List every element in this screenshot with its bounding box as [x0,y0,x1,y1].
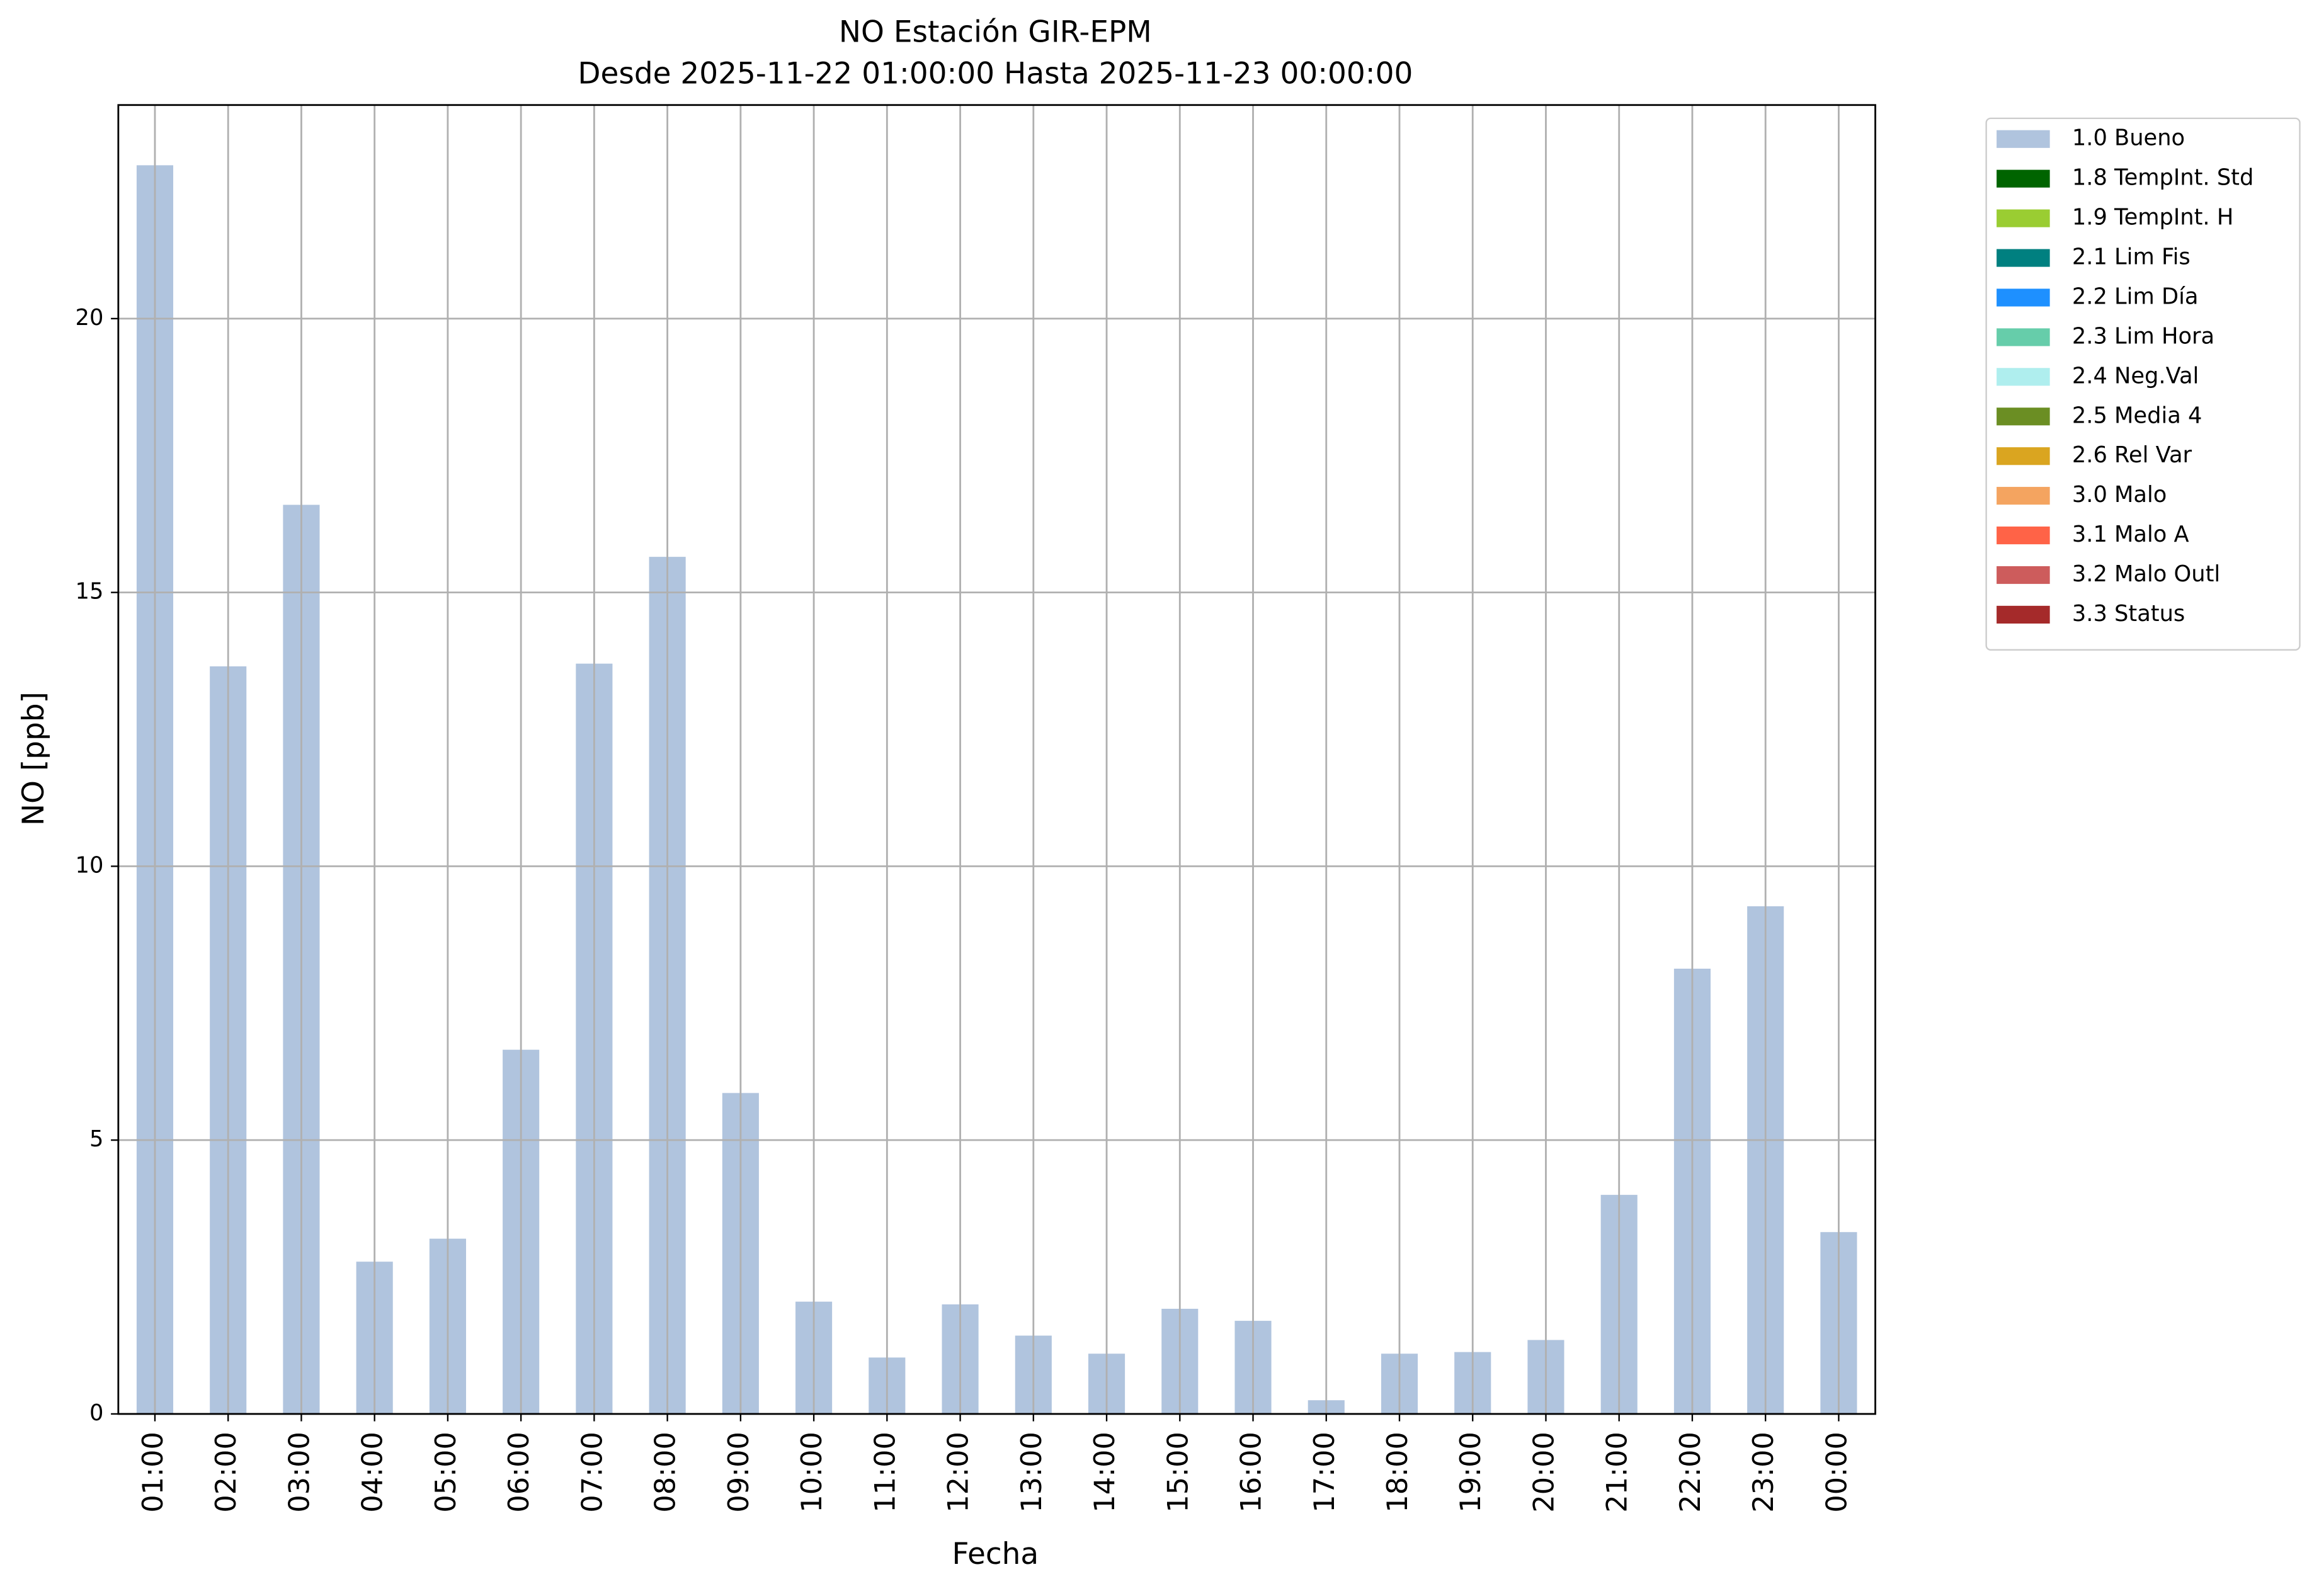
y-tick-label: 5 [89,1126,103,1152]
x-tick-label: 18:00 [1381,1432,1414,1513]
x-tick-label: 20:00 [1527,1432,1560,1513]
y-tick-label: 20 [76,305,104,331]
x-tick-label: 16:00 [1235,1432,1268,1513]
x-tick-label: 13:00 [1015,1432,1048,1513]
x-axis-label: Fecha [952,1537,1039,1571]
x-tick-label: 00:00 [1820,1432,1853,1513]
legend-label: 1.0 Bueno [2072,125,2185,151]
plot-frame [117,104,1876,1415]
legend-box [1985,117,2301,651]
x-tick-label: 14:00 [1088,1432,1121,1513]
y-tick-label: 10 [76,852,104,878]
x-tick-label: 19:00 [1454,1432,1487,1513]
legend-label: 2.3 Lim Hora [2072,323,2214,349]
legend-swatch [1997,169,2050,188]
legend-swatch [1997,408,2050,426]
x-tick-label: 06:00 [503,1432,535,1513]
legend-swatch [1997,526,2050,545]
legend-swatch [1997,368,2050,386]
x-tick-label: 02:00 [210,1432,242,1513]
legend-swatch [1997,605,2050,624]
chart-title: NO Estación GIR-EPM [839,15,1152,50]
y-tick-label: 0 [89,1400,103,1426]
x-tick-label: 09:00 [722,1432,755,1513]
x-tick-label: 11:00 [869,1432,901,1513]
legend-swatch [1997,328,2050,346]
x-tick-label: 07:00 [576,1432,608,1513]
x-tick-label: 03:00 [283,1432,316,1513]
legend-swatch [1997,209,2050,227]
legend-label: 2.1 Lim Fis [2072,244,2191,270]
legend-label: 3.2 Malo Outl [2072,561,2220,587]
x-tick-label: 21:00 [1601,1432,1634,1513]
x-tick-label: 22:00 [1674,1432,1707,1513]
legend-label: 1.9 TempInt. H [2072,205,2233,231]
x-tick-label: 01:00 [137,1432,169,1513]
x-tick-label: 04:00 [356,1432,389,1513]
x-tick-label: 05:00 [430,1432,462,1513]
legend-swatch [1997,130,2050,148]
y-axis-label: NO [ppb] [16,692,51,826]
legend-label: 2.2 Lim Día [2072,283,2199,309]
x-tick-label: 10:00 [795,1432,828,1513]
x-tick-label: 15:00 [1161,1432,1194,1513]
grid [118,105,1876,1415]
legend-label: 3.1 Malo A [2072,522,2189,547]
legend-swatch [1997,249,2050,267]
legend-swatch [1997,487,2050,505]
legend: 1.0 Bueno 1.8 TempInt. Std 1.9 TempInt. H 2… [1985,117,2301,651]
legend-label: 2.4 Neg.Val [2072,363,2199,389]
chart-subtitle: Desde 2025-11-22 01:00:00 Hasta 2025-11-… [578,56,1413,91]
x-tick-label: 12:00 [942,1432,975,1513]
y-tick-label: 15 [76,579,104,605]
axes: 0 5 10 15 20 01:00 02:00 03:00 04:00 05:00 06:00 07… [76,104,1876,1513]
legend-label: 1.8 TempInt. Std [2072,165,2254,191]
legend-label: 3.0 Malo [2072,482,2167,508]
legend-swatch [1997,566,2050,584]
x-tick-label: 17:00 [1308,1432,1341,1513]
legend-swatch [1997,447,2050,465]
legend-label: 2.5 Media 4 [2072,402,2202,428]
x-tick-label: 08:00 [649,1432,682,1513]
legend-swatch [1997,288,2050,307]
x-tick-label: 23:00 [1747,1432,1780,1513]
legend-label: 3.3 Status [2072,601,2185,627]
legend-label: 2.6 Rel Var [2072,442,2192,468]
